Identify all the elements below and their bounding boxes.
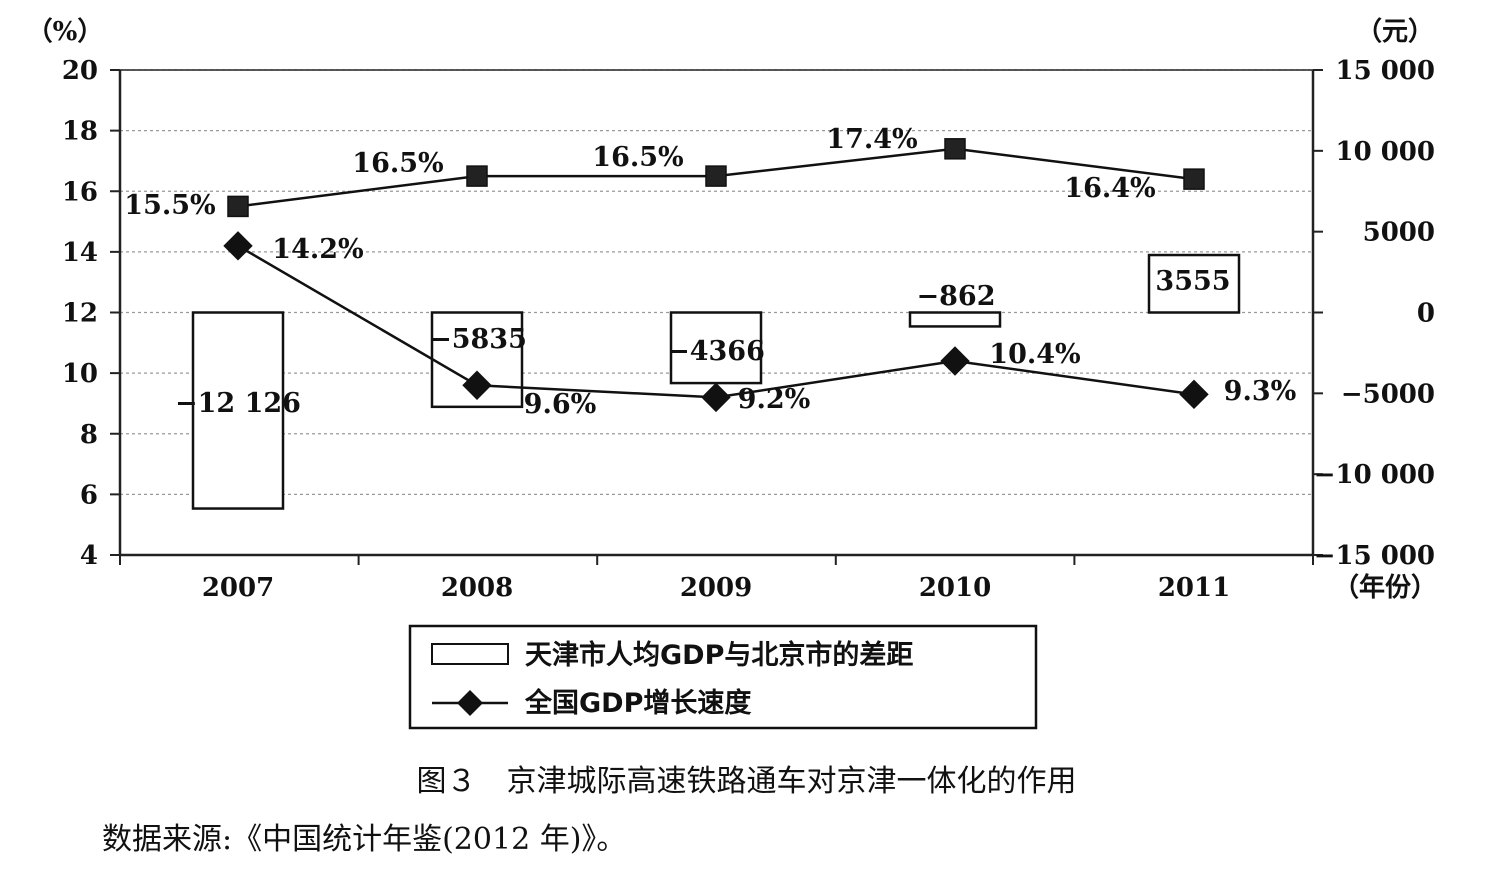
- x-axis-unit-label: （年份）: [1333, 572, 1437, 603]
- bar: [669, 311, 763, 385]
- diamond-marker: [940, 346, 970, 376]
- legend-diamond-marker: [457, 690, 483, 716]
- left-axis-tick-label: 16: [62, 177, 98, 207]
- left-axis-tick-label: 8: [80, 420, 98, 450]
- square-marker: [944, 138, 966, 160]
- line-data-label: 9.6%: [524, 389, 597, 420]
- figure-caption: 图３ 京津城际高速铁路通车对京津一体化的作用: [416, 764, 1077, 799]
- diamond-marker: [462, 370, 492, 400]
- left-axis-tick-label: 14: [62, 238, 98, 268]
- left-axis-tick-label: 6: [80, 480, 98, 510]
- bar: [1147, 253, 1241, 314]
- left-axis-tick-label: 20: [62, 56, 98, 86]
- bar: [191, 311, 285, 510]
- left-axis-tick-label: 12: [62, 299, 98, 329]
- x-axis-tick-label: 2010: [919, 573, 991, 603]
- x-axis-tick-label: 2009: [680, 573, 752, 603]
- x-axis-tick-label: 2011: [1158, 573, 1230, 603]
- line-data-label: 16.5%: [352, 148, 443, 179]
- left-axis-tick-label: 10: [62, 359, 98, 389]
- left-axis-tick-label: 4: [80, 541, 98, 571]
- legend-label-line: 全国GDP增长速度: [524, 687, 751, 719]
- right-axis-tick-label: −15 000: [1314, 541, 1435, 571]
- data-source-note: 数据来源:《中国统计年鉴(2012 年)》。: [102, 822, 627, 857]
- right-axis-unit-label: （元）: [1356, 17, 1434, 47]
- bar: [908, 311, 1002, 328]
- right-axis-tick-label: −5000: [1341, 379, 1435, 409]
- right-axis-tick-label: 0: [1417, 299, 1435, 329]
- right-axis-tick-label: 5000: [1363, 218, 1435, 248]
- bar-data-label: −5835: [429, 324, 527, 355]
- left-axis-tick-label: 18: [62, 117, 98, 147]
- square-marker: [466, 165, 488, 187]
- diamond-marker: [701, 382, 731, 413]
- right-axis-tick-label: 15 000: [1335, 56, 1435, 86]
- right-axis-tick-label: −10 000: [1314, 460, 1435, 490]
- x-axis-tick-label: 2007: [202, 573, 274, 603]
- line-data-label: 17.4%: [826, 124, 917, 155]
- legend-box: [408, 624, 1038, 730]
- diamond-marker: [223, 231, 253, 261]
- line-data-label: 14.2%: [272, 234, 363, 265]
- square-marker: [705, 165, 727, 187]
- line-data-label: 9.3%: [1224, 376, 1297, 407]
- square-marker: [1183, 168, 1205, 190]
- bar-data-label: −862: [917, 281, 996, 312]
- bar-data-label: 3555: [1155, 266, 1230, 297]
- left-axis-unit-label: （%）: [27, 17, 104, 47]
- line-data-label: 16.5%: [592, 142, 683, 173]
- line-data-label: 15.5%: [124, 190, 215, 221]
- line-data-label: 16.4%: [1064, 173, 1155, 204]
- line-data-label: 10.4%: [989, 339, 1080, 370]
- chart: 20 18 16 14 12 10 8 6 4 （%） 15 000 10 000 5000 0 −5000…: [27, 17, 1437, 730]
- diamond-marker: [1179, 379, 1209, 410]
- x-axis-tick-label: 2008: [441, 573, 513, 603]
- legend-label-bar: 天津市人均GDP与北京市的差距: [525, 639, 913, 671]
- square-marker: [227, 195, 249, 218]
- bar-data-label: −12 126: [175, 388, 301, 419]
- right-axis-tick-label: 10 000: [1335, 137, 1435, 167]
- legend-bar-swatch: [431, 643, 509, 665]
- line-data-label: 9.2%: [738, 384, 811, 415]
- bar-data-label: −4366: [667, 336, 765, 367]
